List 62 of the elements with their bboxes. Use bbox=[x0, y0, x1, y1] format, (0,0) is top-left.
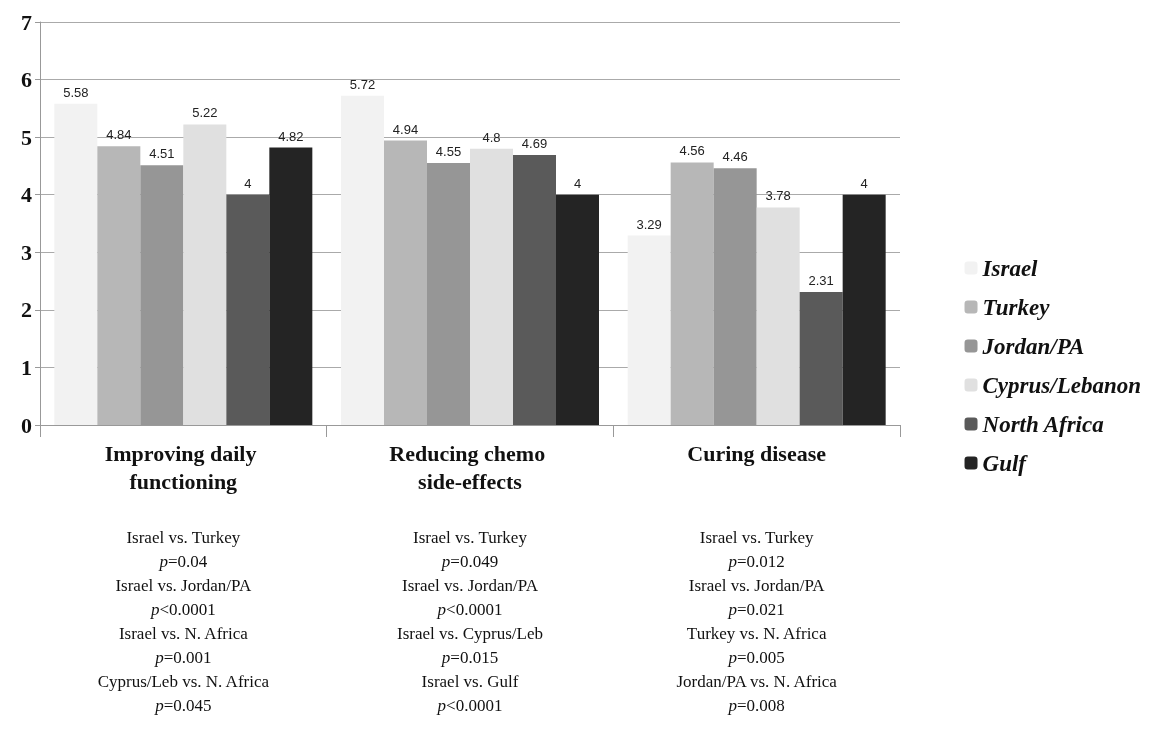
data-label: 4.8 bbox=[482, 129, 501, 145]
bar bbox=[627, 235, 671, 425]
text: Israel vs. Cyprus/Leb p=0.015 bbox=[397, 623, 543, 667]
legend-label: Gulf bbox=[982, 450, 1029, 476]
text: Israel vs. Gulf p<0.0001 bbox=[421, 671, 519, 715]
data-label: 3.78 bbox=[765, 188, 791, 204]
data-label: 4.51 bbox=[149, 146, 175, 162]
data-label: 4.84 bbox=[106, 127, 132, 143]
bar bbox=[341, 95, 384, 425]
bar bbox=[513, 154, 556, 425]
y-tick-label: 4 bbox=[21, 182, 32, 208]
legend-label: Turkey bbox=[982, 294, 1051, 320]
legend-label: Israel bbox=[981, 255, 1039, 281]
text: Israel vs. Turkey p=0.012 bbox=[699, 527, 815, 571]
bar bbox=[269, 147, 313, 425]
bar bbox=[470, 148, 513, 425]
data-label: 5.58 bbox=[63, 84, 89, 100]
data-label: 4.46 bbox=[722, 149, 748, 165]
bar bbox=[384, 140, 427, 425]
bar bbox=[799, 292, 843, 425]
x-tick-label: Improving daily functioning bbox=[104, 440, 262, 494]
bar bbox=[842, 194, 886, 425]
data-label: 4.82 bbox=[278, 128, 304, 144]
data-label: 4 bbox=[244, 175, 252, 191]
text: Jordan/PA vs. N. Africa p=0.008 bbox=[676, 671, 838, 715]
data-label: 4 bbox=[860, 175, 868, 191]
text: Cyprus/Leb vs. N. Africa p=0.045 bbox=[97, 671, 270, 715]
data-label: 3.29 bbox=[636, 216, 662, 232]
y-tick-label: 2 bbox=[21, 297, 32, 323]
bar bbox=[54, 103, 98, 425]
y-tick-label: 7 bbox=[21, 9, 32, 35]
data-label: 4.94 bbox=[392, 121, 419, 137]
data-label: 4.69 bbox=[521, 135, 548, 151]
y-tick-label: 3 bbox=[21, 239, 32, 265]
bar bbox=[97, 146, 141, 425]
text: Israel vs. Jordan/PA p<0.0001 bbox=[115, 575, 252, 619]
data-label: 4.55 bbox=[435, 144, 462, 160]
legend-label: North Africa bbox=[981, 411, 1104, 437]
bar bbox=[670, 162, 714, 425]
data-label: 5.22 bbox=[192, 105, 218, 121]
legend-label: Jordan/PA bbox=[981, 333, 1085, 359]
text: Israel vs. N. Africa p=0.001 bbox=[118, 623, 249, 667]
bar bbox=[226, 194, 270, 425]
text: Israel vs. Jordan/PA p<0.0001 bbox=[402, 575, 539, 619]
y-tick-label: 6 bbox=[21, 67, 32, 93]
bar bbox=[556, 194, 599, 425]
y-tick-label: 5 bbox=[21, 124, 32, 150]
data-label: 4 bbox=[573, 175, 582, 191]
x-tick-label: Reducing chemo side-effects bbox=[389, 440, 551, 494]
bar bbox=[183, 124, 227, 425]
data-label: 2.31 bbox=[808, 273, 834, 289]
text: Turkey vs. N. Africa p=0.005 bbox=[686, 623, 827, 667]
text: Israel vs. Jordan/PA p=0.021 bbox=[688, 575, 826, 619]
text: Israel vs. Turkey p=0.04 bbox=[126, 527, 241, 571]
data-label: 5.72 bbox=[349, 76, 376, 92]
y-tick-label: 0 bbox=[21, 412, 32, 438]
bar bbox=[756, 207, 800, 425]
data-label: 4.56 bbox=[679, 143, 705, 159]
text: Israel vs. Turkey p=0.049 bbox=[413, 527, 528, 571]
x-tick-label: Curing disease bbox=[687, 440, 827, 466]
y-tick-label: 1 bbox=[21, 354, 32, 380]
legend-label: Cyprus/Lebanon bbox=[982, 372, 1142, 398]
